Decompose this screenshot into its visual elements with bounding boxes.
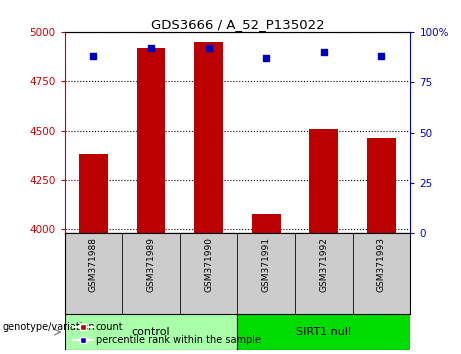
Text: GSM371990: GSM371990 — [204, 237, 213, 292]
Bar — [295, 233, 353, 314]
Text: control: control — [132, 327, 170, 337]
Point — [263, 55, 270, 61]
Text: SIRT1 null: SIRT1 null — [296, 327, 351, 337]
Point — [148, 45, 155, 51]
Bar — [237, 233, 295, 314]
Bar — [79, 154, 108, 233]
Bar — [252, 213, 281, 233]
Point — [89, 53, 97, 59]
Bar — [122, 233, 180, 314]
Bar — [353, 233, 410, 314]
Point — [320, 49, 327, 55]
Text: GSM371993: GSM371993 — [377, 237, 386, 292]
Text: GSM371989: GSM371989 — [147, 237, 155, 292]
Text: GSM371988: GSM371988 — [89, 237, 98, 292]
Bar — [180, 233, 237, 314]
Text: GSM371991: GSM371991 — [262, 237, 271, 292]
Title: GDS3666 / A_52_P135022: GDS3666 / A_52_P135022 — [151, 18, 324, 31]
Text: GSM371992: GSM371992 — [319, 237, 328, 292]
Bar — [194, 42, 223, 233]
Bar — [136, 48, 165, 233]
Bar — [65, 233, 122, 314]
Text: genotype/variation: genotype/variation — [2, 322, 95, 332]
Point — [378, 53, 385, 59]
Point — [205, 45, 212, 51]
Bar — [367, 138, 396, 233]
Legend: count, percentile rank within the sample: count, percentile rank within the sample — [70, 319, 265, 349]
Bar — [65, 314, 237, 350]
Bar — [237, 314, 410, 350]
Bar — [309, 129, 338, 233]
